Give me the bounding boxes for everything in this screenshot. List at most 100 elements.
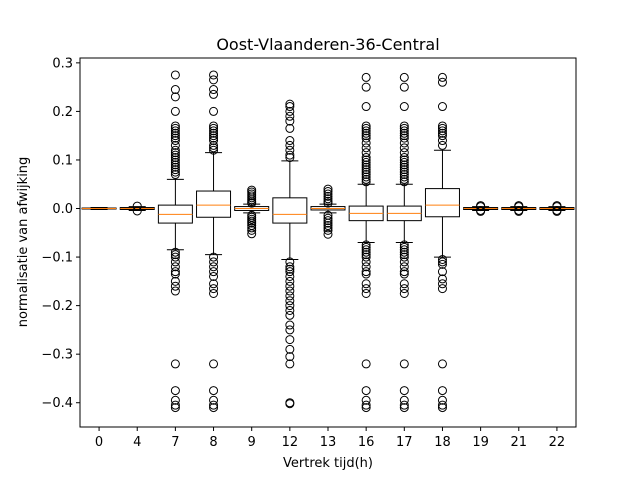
outlier-point <box>209 271 219 281</box>
outlier-point <box>361 240 371 250</box>
outlier-point <box>361 177 371 187</box>
outlier-point <box>170 262 180 272</box>
box-8 <box>196 70 232 413</box>
outlier-point <box>399 240 409 250</box>
outlier-point <box>170 106 180 116</box>
outlier-point <box>514 206 524 216</box>
y-tick-label: 0.0 <box>52 202 73 217</box>
outlier-point <box>285 276 295 286</box>
outlier-point <box>437 395 447 405</box>
y-tick-label: −0.4 <box>41 396 73 411</box>
x-tick-label: 9 <box>248 435 256 450</box>
outlier-point <box>323 216 333 226</box>
outlier-point <box>437 259 447 269</box>
box-21 <box>501 201 537 216</box>
outlier-point <box>399 174 409 184</box>
outlier-point <box>323 223 333 233</box>
outlier-point <box>437 359 447 369</box>
outlier-point <box>399 131 409 141</box>
outlier-point <box>209 359 219 369</box>
outlier-point <box>285 150 295 160</box>
outlier-point <box>361 242 371 252</box>
outlier-point <box>361 250 371 260</box>
x-tick-label: 17 <box>396 435 413 450</box>
outlier-point <box>170 126 180 136</box>
outlier-point <box>285 116 295 126</box>
outlier-point <box>399 242 409 252</box>
outlier-point <box>323 189 333 199</box>
outlier-point <box>361 288 371 298</box>
x-tick-label: 21 <box>510 435 527 450</box>
box-13 <box>310 184 346 239</box>
outlier-point <box>437 140 447 150</box>
outlier-point <box>209 136 219 146</box>
outlier-point <box>437 72 447 82</box>
outlier-point <box>399 403 409 413</box>
x-tick-label: 7 <box>171 435 179 450</box>
box-12 <box>272 99 308 409</box>
outlier-point <box>285 325 295 335</box>
outlier-point <box>361 269 371 279</box>
outlier-point <box>285 305 295 315</box>
outlier-point <box>399 177 409 187</box>
box-0 <box>81 207 117 210</box>
outlier-point <box>209 400 219 410</box>
outlier-point <box>437 77 447 87</box>
outlier-point <box>361 148 371 158</box>
outlier-point <box>323 221 333 231</box>
outlier-point <box>209 128 219 138</box>
outlier-point <box>361 153 371 163</box>
outlier-point <box>170 145 180 155</box>
outlier-point <box>399 359 409 369</box>
outlier-point <box>399 279 409 289</box>
outlier-point <box>437 400 447 410</box>
outlier-point <box>323 187 333 197</box>
outlier-point <box>399 267 409 277</box>
outlier-point <box>437 403 447 413</box>
outlier-point <box>170 276 180 286</box>
outlier-point <box>361 284 371 294</box>
box-19 <box>463 201 499 216</box>
outlier-point <box>361 82 371 92</box>
outlier-point <box>361 72 371 82</box>
outlier-point <box>170 252 180 262</box>
x-tick-label: 16 <box>358 435 375 450</box>
outlier-point <box>285 281 295 291</box>
outlier-point <box>552 202 562 212</box>
outlier-point <box>209 279 219 289</box>
outlier-point <box>285 310 295 320</box>
outlier-point <box>285 262 295 272</box>
outlier-point <box>399 143 409 153</box>
outlier-point <box>170 85 180 95</box>
outlier-point <box>285 399 295 409</box>
outlier-point <box>209 284 219 294</box>
outlier-point <box>361 172 371 182</box>
iqr-box <box>424 188 460 218</box>
outlier-point <box>361 174 371 184</box>
outlier-point <box>285 111 295 121</box>
outlier-point <box>285 102 295 112</box>
outlier-point <box>361 262 371 272</box>
outlier-point <box>399 257 409 267</box>
x-axis: 0 4 7 8 9 12 13 16 17 18 19 21 22 <box>95 427 565 450</box>
outlier-point <box>361 386 371 396</box>
outlier-point <box>361 247 371 257</box>
outlier-point <box>170 170 180 180</box>
outlier-point <box>170 359 180 369</box>
outlier-point <box>323 229 333 239</box>
box-18 <box>424 72 460 413</box>
outlier-point <box>476 202 486 212</box>
outlier-point <box>399 170 409 180</box>
outlier-point <box>285 359 295 369</box>
outlier-point <box>170 250 180 260</box>
outlier-point <box>361 143 371 153</box>
outlier-point <box>361 155 371 165</box>
outlier-point <box>361 160 371 170</box>
outlier-point <box>209 262 219 272</box>
outlier-point <box>209 70 219 80</box>
outlier-point <box>399 245 409 255</box>
outlier-point <box>361 245 371 255</box>
outlier-point <box>361 128 371 138</box>
